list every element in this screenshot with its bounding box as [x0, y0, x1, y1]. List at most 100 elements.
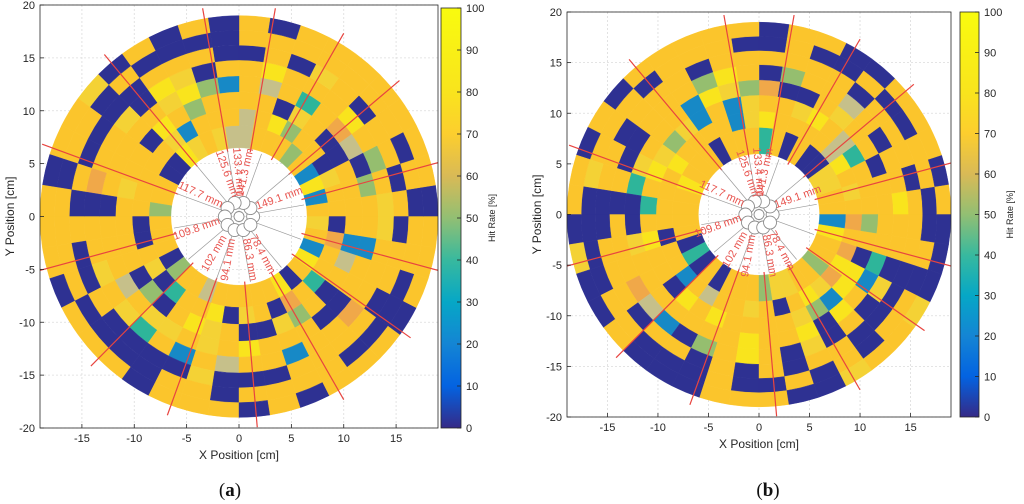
- x-tick-label: 15: [390, 433, 402, 445]
- x-tick-label: -10: [126, 433, 142, 445]
- direction-line: [568, 144, 706, 196]
- colorbar-tick-label: 20: [984, 331, 996, 343]
- heatmap-cell: [742, 300, 760, 318]
- panel-caption: (b): [756, 480, 779, 501]
- y-tick-label: 10: [550, 108, 562, 120]
- heatmap-cell: [207, 15, 240, 33]
- red-lines: [567, 14, 951, 417]
- heatmap-cell: [655, 214, 674, 231]
- heatmap-cell: [219, 91, 240, 111]
- heatmap-cell: [891, 190, 909, 215]
- caption-letter: a: [225, 480, 235, 501]
- heatmap-cell: [391, 216, 409, 244]
- heatmap-cell: [733, 362, 760, 379]
- caption-paren-open: (: [219, 480, 225, 501]
- x-tick-label: 15: [904, 422, 916, 434]
- colorbar-label: Hit Rate [%]: [487, 194, 497, 242]
- y-tick-label: 15: [23, 53, 35, 65]
- spoke: [713, 224, 747, 253]
- colorbar-tick-label: 100: [984, 7, 1002, 19]
- heatmap-cell: [655, 198, 674, 215]
- x-tick-label: -10: [650, 422, 666, 434]
- spoke: [188, 227, 227, 260]
- colorbar-tick-label: 70: [466, 129, 478, 141]
- colorbar-tick-label: 40: [984, 250, 996, 262]
- direction-line: [41, 143, 179, 195]
- colorbar-tick-label: 80: [984, 88, 996, 100]
- heatmap-cell: [376, 191, 395, 217]
- heatmap-cell: [219, 322, 240, 342]
- caption-paren-close: ): [235, 480, 241, 501]
- heatmap-cell: [131, 199, 151, 217]
- heatmap-cell: [115, 216, 134, 237]
- heatmap-cell: [733, 50, 760, 67]
- heatmap-cell: [844, 198, 863, 215]
- spoke: [761, 230, 770, 273]
- y-tick-label: -10: [19, 317, 35, 329]
- x-tick-label: -15: [74, 433, 90, 445]
- panel-caption: (a): [219, 480, 241, 501]
- heatmap-cell: [639, 195, 658, 215]
- heatmap-cell: [758, 64, 783, 82]
- heatmap-cell: [54, 216, 72, 246]
- heatmap-cell: [216, 339, 240, 358]
- heatmap-cell: [906, 188, 923, 215]
- direction-line: [301, 162, 438, 201]
- direction-line: [244, 281, 258, 428]
- heatmap-cell: [238, 59, 264, 78]
- colorbar-tick-label: 60: [984, 169, 996, 181]
- heatmap-cell: [238, 91, 259, 111]
- heatmap-cell: [391, 189, 409, 217]
- heatmap-cell: [906, 214, 923, 241]
- spokes: [173, 150, 305, 283]
- cylinder-center: [233, 211, 245, 222]
- heatmap-cell: [742, 111, 760, 129]
- y-axis-label: Y Position [cm]: [3, 177, 17, 257]
- heatmap-cell: [212, 370, 240, 389]
- direction-line: [249, 8, 276, 153]
- heatmap: [567, 21, 951, 408]
- direction-line: [723, 14, 750, 158]
- spoke: [251, 173, 290, 206]
- heatmap-cell: [609, 190, 627, 215]
- heatmap-cell: [758, 79, 781, 97]
- spoke: [738, 229, 754, 270]
- y-tick-label: 20: [23, 0, 35, 12]
- spoke: [255, 204, 305, 214]
- colorbar-tick-label: 90: [466, 45, 478, 57]
- cylinder-center: [753, 209, 765, 220]
- y-tick-label: 5: [29, 159, 35, 171]
- heatmap-cell: [595, 188, 612, 215]
- direction-line: [787, 38, 861, 165]
- y-tick-label: 15: [550, 58, 562, 70]
- heatmap-cell: [83, 216, 102, 242]
- heatmap-cell: [344, 196, 363, 217]
- heatmap-cell: [920, 186, 938, 215]
- heatmap-cell: [595, 214, 612, 241]
- direction-line: [288, 80, 400, 175]
- heatmap-cell: [327, 216, 347, 234]
- colorbar-tick-label: 50: [984, 210, 996, 222]
- heatmap-cell: [40, 216, 58, 249]
- center-cylinders: [217, 195, 261, 238]
- x-tick-label: -15: [599, 422, 615, 434]
- heatmap-cell: [860, 214, 879, 234]
- heatmap-cell: [609, 214, 627, 239]
- spoke: [249, 229, 282, 268]
- y-tick-label: -20: [546, 412, 562, 424]
- heatmap-cell: [54, 187, 72, 217]
- heatmap-cell: [344, 216, 363, 237]
- y-tick-label: -20: [19, 423, 35, 435]
- heatmap-cell: [115, 196, 134, 217]
- x-tick-label: 10: [854, 422, 866, 434]
- heatmap-cell: [238, 44, 266, 63]
- heatmap-cell: [758, 94, 778, 113]
- colorbar-tick-label: 50: [466, 213, 478, 225]
- heatmap-cell: [406, 216, 424, 246]
- x-tick-label: 5: [288, 433, 294, 445]
- heatmap-cell: [40, 184, 58, 217]
- heatmap-cell: [860, 195, 879, 215]
